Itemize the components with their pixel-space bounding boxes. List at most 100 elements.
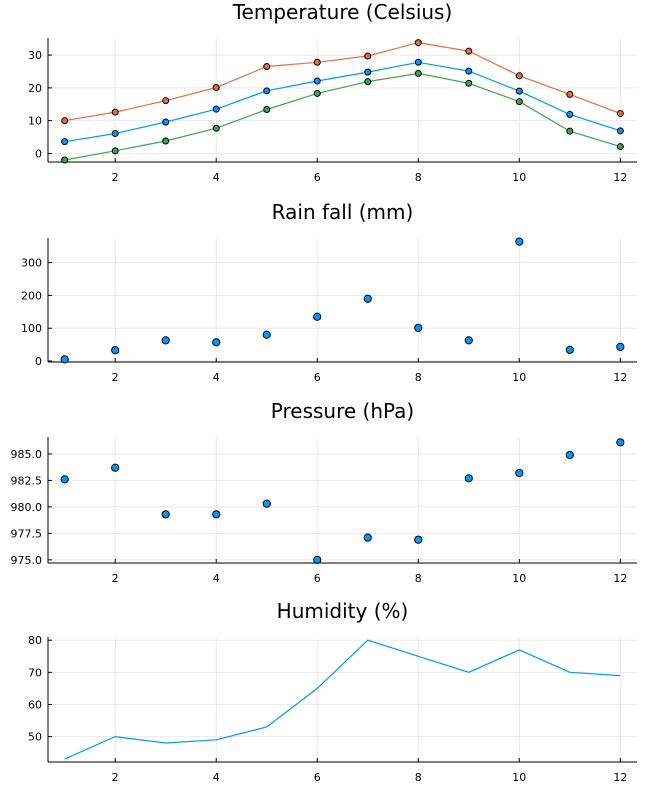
data-point bbox=[414, 323, 423, 332]
y-tick-label: 30 bbox=[28, 49, 42, 62]
y-tick-label: 70 bbox=[28, 666, 42, 679]
data-point bbox=[465, 47, 473, 55]
x-tick-label: 10 bbox=[512, 371, 526, 384]
data-point bbox=[464, 336, 473, 345]
y-tick-label: 975.0 bbox=[11, 554, 43, 567]
data-point bbox=[465, 79, 473, 87]
data-point bbox=[162, 137, 170, 145]
series-line bbox=[64, 72, 621, 161]
data-point bbox=[363, 533, 372, 542]
data-point bbox=[111, 346, 120, 355]
data-point bbox=[212, 124, 220, 132]
y-tick-label: 100 bbox=[21, 322, 42, 335]
x-tick-label: 8 bbox=[415, 171, 422, 184]
y-tick-label: 0 bbox=[35, 147, 42, 160]
data-point bbox=[566, 90, 574, 98]
data-point bbox=[515, 98, 523, 106]
data-point bbox=[414, 58, 422, 66]
data-point bbox=[515, 87, 523, 95]
y-tick-label: 300 bbox=[21, 257, 42, 270]
y-tick-label: 982.5 bbox=[11, 474, 43, 487]
data-point bbox=[60, 355, 69, 364]
chart-title: Humidity (%) bbox=[277, 599, 409, 623]
panel-4: Humidity (%) 2 4 6 8 10 12 50 60 70 80 bbox=[28, 599, 637, 784]
x-tick-label: 6 bbox=[314, 371, 321, 384]
data-point bbox=[515, 237, 524, 246]
x-tick-label: 12 bbox=[613, 171, 627, 184]
x-tick-label: 4 bbox=[213, 771, 220, 784]
data-point bbox=[212, 84, 220, 92]
data-point bbox=[212, 338, 221, 347]
x-tick-label: 12 bbox=[613, 771, 627, 784]
x-tick-label: 12 bbox=[613, 371, 627, 384]
data-point bbox=[313, 77, 321, 85]
data-point bbox=[364, 78, 372, 86]
data-point bbox=[565, 345, 574, 354]
data-point bbox=[162, 118, 170, 126]
data-point bbox=[515, 468, 524, 478]
y-tick-label: 50 bbox=[28, 731, 42, 744]
y-tick-label: 980.0 bbox=[11, 501, 43, 514]
data-point bbox=[313, 555, 322, 564]
panel-2: Rain fall (mm) 2 4 6 8 10 12 0 100 200 300 bbox=[21, 200, 637, 384]
data-point bbox=[263, 63, 271, 71]
series-line bbox=[64, 61, 621, 143]
data-point bbox=[161, 336, 170, 345]
data-point bbox=[313, 58, 321, 66]
data-point bbox=[566, 110, 574, 118]
data-point bbox=[263, 87, 271, 95]
x-tick-label: 8 bbox=[415, 771, 422, 784]
data-point bbox=[61, 138, 69, 146]
data-point bbox=[212, 105, 220, 113]
x-tick-label: 4 bbox=[213, 371, 220, 384]
x-tick-label: 10 bbox=[512, 771, 526, 784]
x-tick-label: 2 bbox=[112, 771, 119, 784]
data-point bbox=[414, 535, 423, 544]
y-tick-label: 200 bbox=[21, 289, 42, 302]
panel-1: Temperature (Celsius) 2 4 6 8 10 12 0 10 20 30 bbox=[28, 0, 637, 184]
data-point bbox=[111, 129, 119, 137]
chart-title: Pressure (hPa) bbox=[271, 399, 414, 423]
data-point bbox=[616, 127, 624, 135]
x-tick-label: 8 bbox=[415, 371, 422, 384]
data-point bbox=[212, 510, 221, 519]
data-point bbox=[616, 143, 624, 151]
series-line bbox=[64, 41, 621, 122]
x-tick-label: 2 bbox=[112, 171, 119, 184]
data-point bbox=[262, 330, 271, 339]
data-point bbox=[162, 97, 170, 105]
y-tick-label: 20 bbox=[28, 82, 42, 95]
data-point bbox=[111, 147, 119, 155]
x-tick-label: 8 bbox=[415, 572, 422, 585]
chart-title: Rain fall (mm) bbox=[272, 200, 414, 224]
x-tick-label: 2 bbox=[112, 371, 119, 384]
data-point bbox=[515, 72, 523, 80]
y-tick-label: 60 bbox=[28, 698, 42, 711]
data-point bbox=[364, 52, 372, 60]
x-tick-label: 10 bbox=[512, 171, 526, 184]
data-point bbox=[61, 156, 69, 164]
data-point bbox=[566, 127, 574, 135]
data-point bbox=[161, 510, 170, 519]
series-line bbox=[64, 639, 621, 760]
x-tick-label: 12 bbox=[613, 572, 627, 585]
data-point bbox=[465, 67, 473, 75]
data-point bbox=[111, 108, 119, 116]
y-tick-label: 80 bbox=[28, 634, 42, 647]
data-point bbox=[364, 68, 372, 76]
data-point bbox=[616, 109, 624, 117]
data-point bbox=[464, 474, 473, 483]
data-point bbox=[616, 342, 625, 352]
x-tick-label: 10 bbox=[512, 572, 526, 585]
x-tick-label: 6 bbox=[314, 171, 321, 184]
data-point bbox=[565, 450, 574, 460]
x-tick-label: 4 bbox=[213, 572, 220, 585]
x-tick-label: 2 bbox=[112, 572, 119, 585]
y-tick-label: 985.0 bbox=[11, 448, 43, 461]
data-point bbox=[414, 69, 422, 77]
data-point bbox=[313, 312, 322, 321]
y-tick-label: 977.5 bbox=[11, 527, 43, 540]
y-tick-label: 10 bbox=[28, 115, 42, 128]
x-tick-label: 4 bbox=[213, 171, 220, 184]
